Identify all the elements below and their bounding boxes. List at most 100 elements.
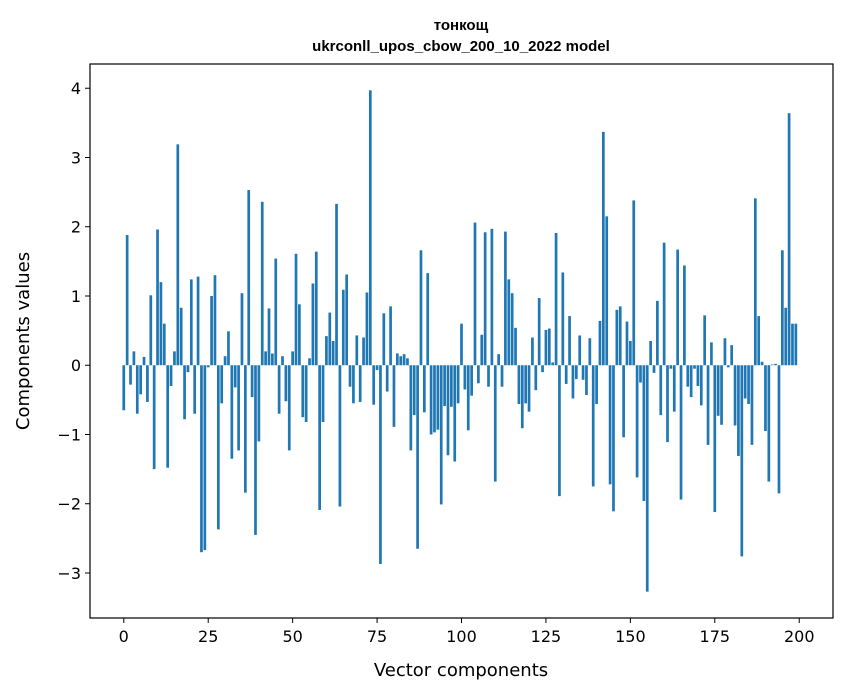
bar-89 bbox=[422, 365, 426, 413]
bar-53 bbox=[301, 365, 305, 418]
bars-group bbox=[122, 90, 798, 592]
bar-111 bbox=[497, 354, 501, 366]
bar-25 bbox=[206, 365, 210, 368]
bar-7 bbox=[146, 365, 149, 402]
bar-106 bbox=[480, 334, 484, 366]
bar-132 bbox=[568, 316, 571, 366]
bar-10 bbox=[156, 229, 159, 366]
y-tick-label: −1 bbox=[57, 425, 81, 444]
bar-169 bbox=[693, 365, 696, 369]
bar-115 bbox=[510, 293, 514, 366]
bar-5 bbox=[139, 365, 143, 395]
bar-1 bbox=[125, 235, 129, 366]
bar-42 bbox=[264, 351, 267, 366]
bar-63 bbox=[335, 203, 338, 366]
bar-151 bbox=[632, 200, 636, 366]
bar-27 bbox=[213, 275, 217, 366]
y-axis: −3 −2 −1 0 1 2 3 4 bbox=[57, 79, 90, 583]
bar-90 bbox=[426, 273, 430, 366]
x-tick-label: 0 bbox=[119, 627, 129, 646]
bar-176 bbox=[716, 365, 720, 416]
bar-86 bbox=[412, 365, 416, 416]
bar-93 bbox=[436, 365, 440, 430]
y-tick-label: 2 bbox=[71, 218, 81, 237]
bar-197 bbox=[787, 113, 791, 366]
bar-11 bbox=[159, 282, 163, 366]
bar-50 bbox=[291, 351, 294, 366]
x-tick-label: 200 bbox=[784, 627, 815, 646]
bar-15 bbox=[173, 351, 176, 366]
bar-124 bbox=[541, 365, 544, 373]
bar-102 bbox=[466, 365, 470, 431]
bar-119 bbox=[524, 365, 528, 404]
bar-61 bbox=[328, 312, 332, 366]
bar-191 bbox=[767, 365, 771, 482]
bar-122 bbox=[534, 365, 538, 391]
bar-113 bbox=[504, 231, 507, 366]
bar-60 bbox=[325, 336, 328, 366]
bar-58 bbox=[318, 365, 322, 510]
bar-78 bbox=[385, 365, 389, 392]
bar-183 bbox=[740, 365, 744, 557]
bar-145 bbox=[612, 365, 615, 512]
bar-2 bbox=[129, 365, 132, 385]
bar-48 bbox=[284, 365, 288, 402]
bar-4 bbox=[135, 365, 139, 414]
bar-32 bbox=[230, 365, 234, 459]
bar-142 bbox=[601, 131, 605, 366]
bar-188 bbox=[757, 316, 761, 366]
bar-120 bbox=[527, 365, 531, 412]
bar-175 bbox=[713, 365, 717, 513]
bar-144 bbox=[608, 365, 612, 485]
bar-83 bbox=[402, 354, 406, 366]
bar-95 bbox=[443, 365, 446, 407]
bar-133 bbox=[571, 365, 575, 399]
bar-157 bbox=[652, 365, 656, 373]
bar-192 bbox=[770, 364, 774, 366]
bar-67 bbox=[348, 365, 352, 387]
x-tick-label: 75 bbox=[367, 627, 387, 646]
bar-108 bbox=[487, 365, 490, 387]
bar-6 bbox=[142, 356, 146, 366]
bar-127 bbox=[551, 362, 555, 366]
bar-79 bbox=[389, 306, 392, 366]
bar-22 bbox=[196, 276, 200, 366]
bar-51 bbox=[294, 253, 298, 366]
bar-159 bbox=[659, 365, 663, 416]
bar-88 bbox=[419, 250, 423, 366]
bar-179 bbox=[726, 365, 730, 368]
bar-23 bbox=[200, 365, 203, 553]
bar-123 bbox=[537, 298, 541, 366]
bar-131 bbox=[564, 365, 568, 384]
bar-112 bbox=[500, 365, 504, 387]
bar-182 bbox=[737, 365, 740, 456]
bar-54 bbox=[304, 365, 308, 423]
bar-109 bbox=[490, 228, 494, 366]
bar-26 bbox=[210, 295, 213, 366]
bar-196 bbox=[784, 307, 788, 366]
bar-37 bbox=[247, 190, 251, 366]
bar-52 bbox=[298, 304, 301, 366]
bar-18 bbox=[183, 365, 186, 420]
bar-161 bbox=[666, 365, 669, 443]
bar-110 bbox=[493, 365, 497, 482]
bar-39 bbox=[254, 365, 257, 535]
y-tick-label: 3 bbox=[71, 148, 81, 167]
bar-130 bbox=[561, 272, 565, 366]
bar-65 bbox=[341, 289, 345, 366]
bar-172 bbox=[703, 315, 707, 366]
bar-96 bbox=[446, 365, 450, 456]
bar-150 bbox=[629, 341, 632, 366]
bar-195 bbox=[780, 250, 784, 366]
bar-173 bbox=[706, 365, 710, 445]
bar-199 bbox=[794, 323, 798, 366]
x-axis-label: Vector components bbox=[374, 660, 548, 681]
bar-35 bbox=[240, 293, 244, 366]
bar-103 bbox=[470, 365, 473, 396]
bar-193 bbox=[774, 363, 777, 366]
bar-46 bbox=[277, 365, 281, 414]
bar-105 bbox=[477, 365, 480, 384]
bar-85 bbox=[409, 365, 413, 451]
bar-28 bbox=[216, 365, 220, 530]
